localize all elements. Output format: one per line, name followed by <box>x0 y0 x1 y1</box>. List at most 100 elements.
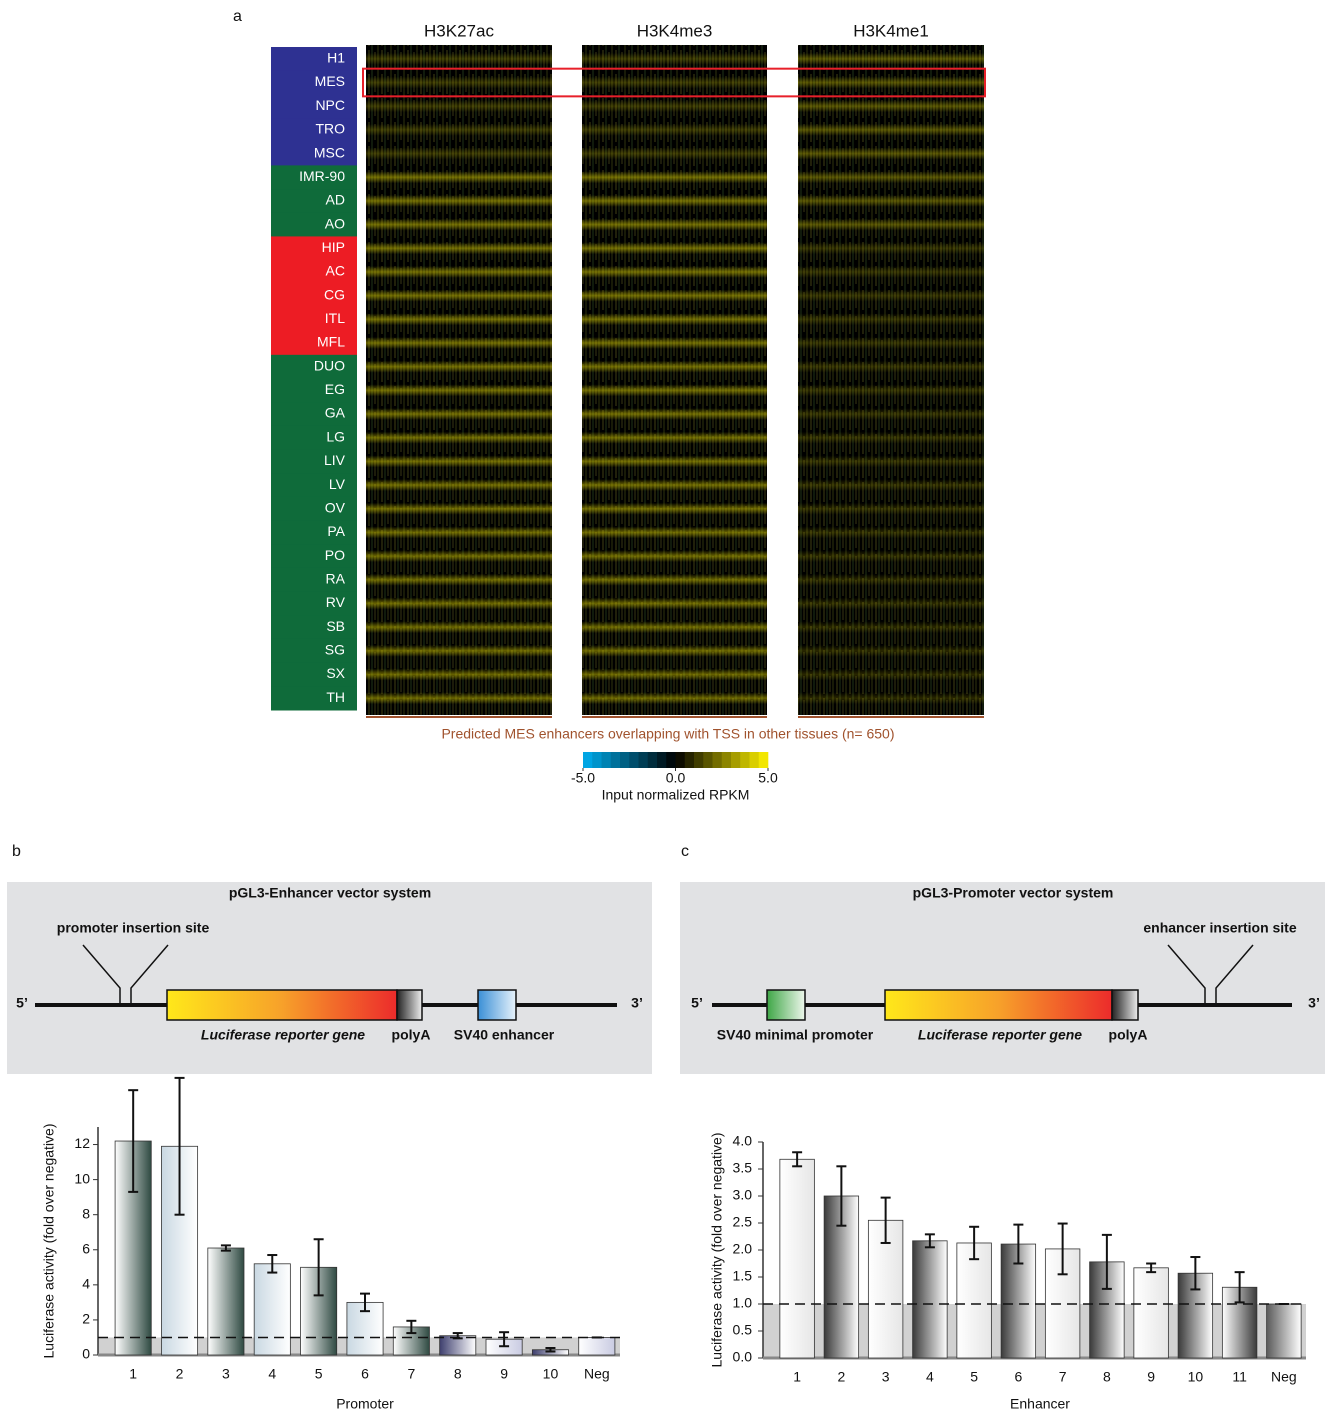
y-tick-label: 3.5 <box>733 1160 753 1176</box>
heatmap-band <box>798 171 984 184</box>
colorbar-cell <box>712 752 723 768</box>
row-color <box>271 520 357 545</box>
error-bar <box>1101 1233 1112 1290</box>
y-tick-label: 2.5 <box>733 1214 753 1230</box>
heatmap-band <box>798 313 984 326</box>
heatmap-band <box>798 242 984 255</box>
x-axis-label: Promoter <box>336 1396 394 1412</box>
x-tick-label: Neg <box>584 1366 610 1382</box>
row-label: MFL <box>317 334 345 350</box>
bar <box>912 1240 948 1359</box>
heatmap-band <box>366 100 552 113</box>
heatmap-band <box>798 52 984 65</box>
row-color <box>271 591 357 616</box>
heatmap-band <box>582 266 767 278</box>
heatmap-band <box>582 171 767 184</box>
heatmap-band <box>798 337 984 349</box>
row-color <box>271 94 357 119</box>
colorbar-cell <box>638 752 649 768</box>
heatmap-band <box>798 266 984 278</box>
row-color <box>271 70 357 95</box>
heatmap-band <box>582 431 767 444</box>
heatmap-band <box>798 573 984 586</box>
heatmap-band <box>798 644 984 657</box>
heatmap-band <box>798 479 984 491</box>
heatmap-band <box>798 194 984 207</box>
heatmap-band <box>582 337 767 349</box>
diagram-bg <box>7 882 652 1074</box>
heatmap-band <box>582 147 767 160</box>
panel-label: b <box>12 843 21 860</box>
heatmap-band <box>366 194 552 207</box>
polya-box <box>396 989 423 1021</box>
heatmap-band <box>798 431 984 444</box>
y-tick-label: 0.0 <box>733 1349 753 1365</box>
y-tick-label: 0.5 <box>733 1322 753 1338</box>
error-bar <box>267 1254 278 1274</box>
colorbar-cell <box>620 752 630 768</box>
x-tick-label: 2 <box>837 1369 845 1385</box>
row-label: GA <box>325 405 346 421</box>
luciferase-box <box>166 989 398 1021</box>
error-bar <box>174 1076 185 1216</box>
x-tick-label: 8 <box>1103 1369 1111 1385</box>
colorbar-cell <box>592 752 602 768</box>
error-bar <box>1234 1271 1245 1304</box>
row-label: PO <box>325 547 345 563</box>
row-color <box>271 615 357 640</box>
bar <box>207 1247 245 1356</box>
bar <box>1133 1267 1169 1359</box>
y-tick-label: 2.0 <box>733 1241 753 1257</box>
heatmap-band <box>366 526 552 539</box>
colorbar-cell <box>758 752 769 768</box>
end-label: 5’ <box>691 995 703 1011</box>
colorbar-cell <box>731 752 741 768</box>
y-tick-label: 1.5 <box>733 1268 753 1284</box>
colorbar-cell <box>657 752 667 768</box>
row-label: ITL <box>325 310 345 326</box>
row-color <box>271 47 357 72</box>
heatmap-band <box>366 360 552 373</box>
error-bar <box>406 1319 417 1335</box>
heatmap-band <box>798 502 984 515</box>
y-tick-label: 6 <box>82 1240 90 1256</box>
row-label: MSC <box>314 144 345 160</box>
diagram-title: pGL3-Promoter vector system <box>913 885 1114 901</box>
colorbar-tick-label: -5.0 <box>571 770 595 786</box>
row-label: LV <box>329 476 346 492</box>
row-label: CG <box>324 286 345 302</box>
heatmap-band <box>582 289 767 302</box>
row-label: SX <box>326 665 345 681</box>
heatmap-band <box>366 479 552 491</box>
heatmap-band <box>366 266 552 278</box>
colorbar-cell <box>583 752 593 768</box>
insertion-mark <box>82 944 121 1003</box>
heatmap-title: H3K27ac <box>424 21 494 40</box>
y-tick-label: 4 <box>82 1276 90 1292</box>
row-color <box>271 260 357 285</box>
heatmap-band <box>366 337 552 349</box>
heatmap-band <box>582 100 767 113</box>
error-bar <box>836 1165 847 1227</box>
heatmap-band <box>798 384 984 397</box>
colorbar-tick-label: 5.0 <box>758 770 778 786</box>
x-tick-label: 7 <box>1059 1369 1067 1385</box>
heatmap-band <box>798 597 984 610</box>
heatmap-band <box>798 76 984 89</box>
heatmap-band <box>798 218 984 231</box>
heatmap-band <box>582 408 767 420</box>
insertion-mark <box>1167 944 1206 1003</box>
colorbar-label: Input normalized RPKM <box>602 787 750 803</box>
colorbar-cell <box>675 752 686 768</box>
row-color <box>271 141 357 166</box>
heatmap-band <box>366 171 552 184</box>
row-color <box>271 473 357 498</box>
x-tick-label: 4 <box>268 1366 276 1382</box>
heatmap-band <box>582 550 767 563</box>
x-tick-label: 7 <box>407 1366 415 1382</box>
colorbar-cell <box>601 752 612 768</box>
bar <box>779 1158 815 1359</box>
colorbar-cell <box>684 752 695 768</box>
